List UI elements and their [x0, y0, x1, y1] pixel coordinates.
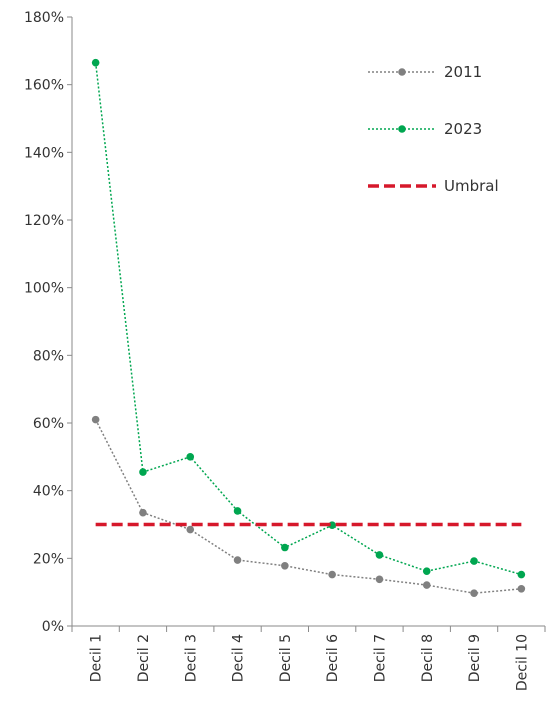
- x-tick-label: Decil 9: [467, 634, 483, 682]
- y-tick-label: 40%: [33, 484, 64, 500]
- data-point: [186, 525, 195, 534]
- x-tick-label: Decil 4: [231, 634, 247, 682]
- x-tick-label: Decil 6: [325, 634, 341, 682]
- data-point: [233, 507, 242, 515]
- legend-label: 2011: [444, 63, 482, 81]
- y-tick-label: 120%: [24, 213, 64, 229]
- x-tick-label: Decil 7: [372, 634, 388, 682]
- series-line: [94, 419, 522, 594]
- legend-label: Umbral: [444, 177, 499, 195]
- data-point: [139, 468, 147, 476]
- series-line: [94, 62, 522, 576]
- y-tick-label: 80%: [33, 348, 64, 364]
- data-point: [91, 58, 100, 67]
- legend-item-umbral: Umbral: [368, 177, 499, 195]
- data-point: [375, 551, 384, 559]
- series-2023: [91, 58, 526, 579]
- legend-marker: [398, 68, 406, 76]
- data-point: [91, 415, 100, 424]
- data-point: [375, 575, 384, 584]
- legend-label: 2023: [444, 120, 482, 138]
- x-ticks: Decil 1 Decil 2 Decil 3 Decil 4 Decil 5 Decil…: [71, 626, 546, 691]
- data-point: [422, 567, 431, 575]
- legend-marker: [398, 125, 406, 133]
- data-point: [186, 453, 195, 461]
- data-point: [233, 556, 242, 564]
- x-tick-label: Decil 2: [136, 634, 152, 682]
- y-tick-label: 160%: [24, 78, 64, 94]
- legend: 2011 2023 Umbral: [368, 63, 499, 195]
- y-tick-label: 0%: [42, 619, 64, 635]
- series-layer: [91, 58, 526, 597]
- y-tick-label: 100%: [24, 281, 64, 297]
- data-point: [139, 508, 147, 517]
- data-point: [422, 581, 431, 589]
- x-tick-label: Decil 1: [89, 634, 105, 682]
- legend-item-2011: 2011: [368, 63, 482, 81]
- series-2011: [91, 415, 526, 597]
- data-point: [470, 557, 478, 565]
- data-point: [517, 584, 526, 593]
- data-point: [470, 589, 478, 597]
- x-tick-label: Decil 8: [420, 634, 436, 682]
- data-point: [281, 543, 289, 552]
- axes: [71, 17, 545, 627]
- y-tick-label: 20%: [33, 551, 64, 567]
- y-tick-label: 180%: [24, 10, 64, 26]
- x-tick-label: Decil 10: [514, 634, 530, 691]
- data-point: [281, 561, 289, 570]
- y-ticks: 0% 20% 40% 60% 80% 100% 120% 140% 160% 180%: [24, 10, 72, 635]
- x-tick-label: Decil 5: [278, 634, 294, 682]
- y-tick-label: 60%: [33, 416, 64, 432]
- y-tick-label: 140%: [24, 145, 64, 161]
- data-point: [517, 570, 526, 579]
- x-tick-label: Decil 3: [183, 634, 199, 682]
- data-point: [328, 570, 336, 579]
- legend-item-2023: 2023: [368, 120, 482, 138]
